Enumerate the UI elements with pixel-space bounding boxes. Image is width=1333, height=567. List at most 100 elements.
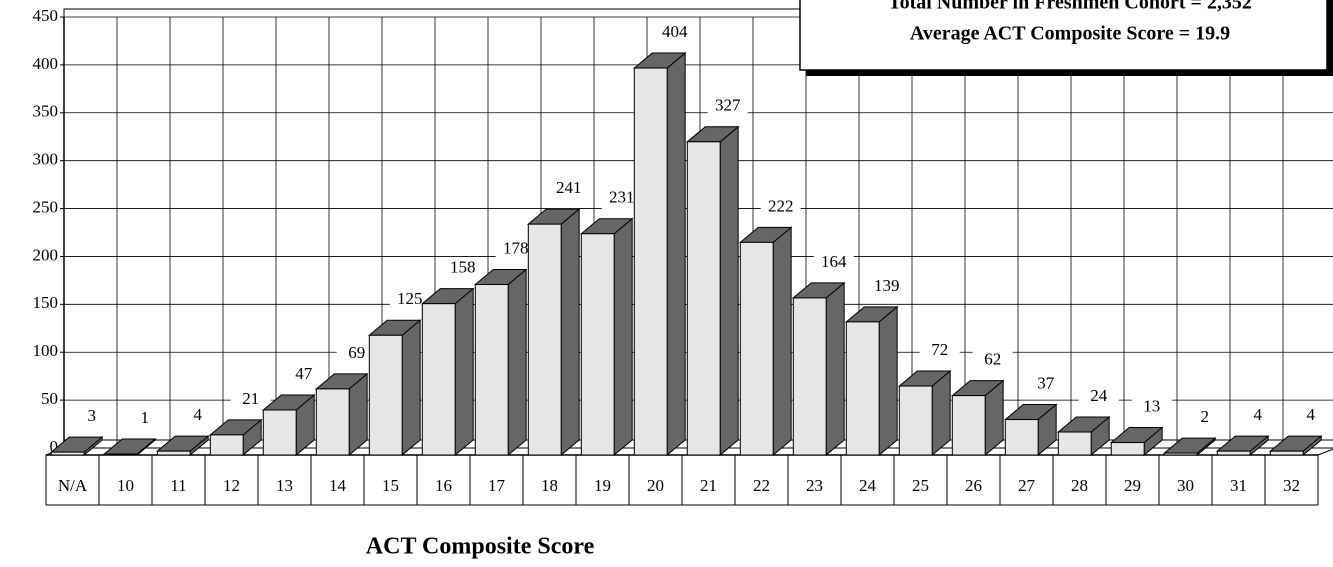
bar-side [772,226,792,457]
value-label: 139 [874,276,900,295]
x-tick-label: 31 [1230,476,1247,495]
value-label-bg [707,95,748,118]
bar-side [825,281,845,457]
bar-side [613,217,633,457]
value-label: 24 [1090,386,1108,405]
value-label: 2 [1200,407,1209,426]
x-tick-label: 22 [753,476,770,495]
value-label-bg [389,289,430,312]
bar [474,284,509,456]
x-tick-label: 15 [382,476,399,495]
annotation: Average ACT Composite Score = 19.9 [910,23,1230,45]
y-tick-label: 200 [33,245,59,264]
x-tick-label: 28 [1071,476,1088,495]
y-tick-label: 250 [33,197,59,216]
value-label-bg [654,22,695,45]
bar [156,450,191,456]
value-label: 4 [1253,405,1262,424]
x-tick-label: 21 [700,476,717,495]
y-tick-label: 50 [41,389,58,408]
x-tick-label: 27 [1018,476,1036,495]
x-tick-label: 24 [859,476,877,495]
bar [792,297,827,456]
bar [1216,450,1251,456]
value-label: 21 [242,389,259,408]
value-label: 404 [662,22,688,41]
value-label: 231 [609,188,635,207]
value-label-bg [1131,396,1172,419]
x-tick-label: 20 [647,476,664,495]
annotation-box [799,0,1328,71]
value-label: 13 [1143,396,1160,415]
value-label-bg [1078,386,1119,409]
bar [1057,431,1092,456]
bar [633,67,668,456]
bar-side [454,287,474,457]
value-label-bg [760,196,801,219]
value-label-bg [601,187,642,210]
bar-side [719,125,739,457]
bar [1004,419,1039,456]
bar-side [401,319,421,457]
bar [898,385,933,456]
y-tick-label: 100 [33,341,59,360]
x-tick-label: 14 [329,476,347,495]
bar-side [878,305,898,457]
bar [1269,450,1304,456]
value-label: 158 [450,258,476,277]
y-tick-label: 400 [33,54,59,73]
x-tick-label: 17 [488,476,506,495]
value-label-bg [442,257,483,280]
value-label-bg [124,408,165,431]
x-tick-label: 18 [541,476,558,495]
x-tick-label: 10 [117,476,134,495]
value-label-bg [495,238,536,261]
value-label-bg [1290,405,1331,428]
value-label: 327 [715,96,741,115]
value-label: 4 [1306,405,1315,424]
value-label-bg [71,406,112,429]
value-label-bg [1184,407,1225,430]
bar [421,303,456,456]
x-tick-label: 12 [223,476,240,495]
value-label-bg [1237,405,1278,428]
x-tick-label: N/A [58,476,88,495]
bar [262,409,297,456]
value-label: 69 [348,343,365,362]
x-tick-label: 30 [1177,476,1194,495]
bar-side [507,268,527,457]
value-label-bg [972,349,1013,372]
value-label: 222 [768,196,794,215]
bar [50,451,85,456]
bar [209,434,244,456]
x-tick-label: 11 [170,476,186,495]
bar [845,321,880,456]
value-label: 37 [1037,373,1055,392]
bar [1110,442,1145,456]
bar [315,388,350,456]
value-label: 4 [193,405,202,424]
y-tick-label: 350 [33,102,59,121]
value-label: 178 [503,238,529,257]
annotation: Total Number in Freshmen Cohort = 2,352 [888,0,1252,14]
value-label-bg [283,363,324,386]
bar [739,241,774,456]
value-label: 1 [140,408,149,427]
value-label-bg [230,388,271,411]
y-tick-label: 450 [33,6,59,25]
value-label: 241 [556,178,582,197]
x-tick-label: 32 [1283,476,1300,495]
x-tick-label: 26 [965,476,982,495]
x-tick-label: 19 [594,476,611,495]
value-label: 125 [397,289,423,308]
value-label: 72 [931,340,948,359]
bar [580,233,615,456]
x-tick-label: 23 [806,476,823,495]
y-tick-label: 300 [33,150,59,169]
x-tick-label: 13 [276,476,293,495]
value-label-bg [548,178,589,201]
bar [103,453,138,456]
x-axis-label: ACT Composite Score [366,534,595,560]
